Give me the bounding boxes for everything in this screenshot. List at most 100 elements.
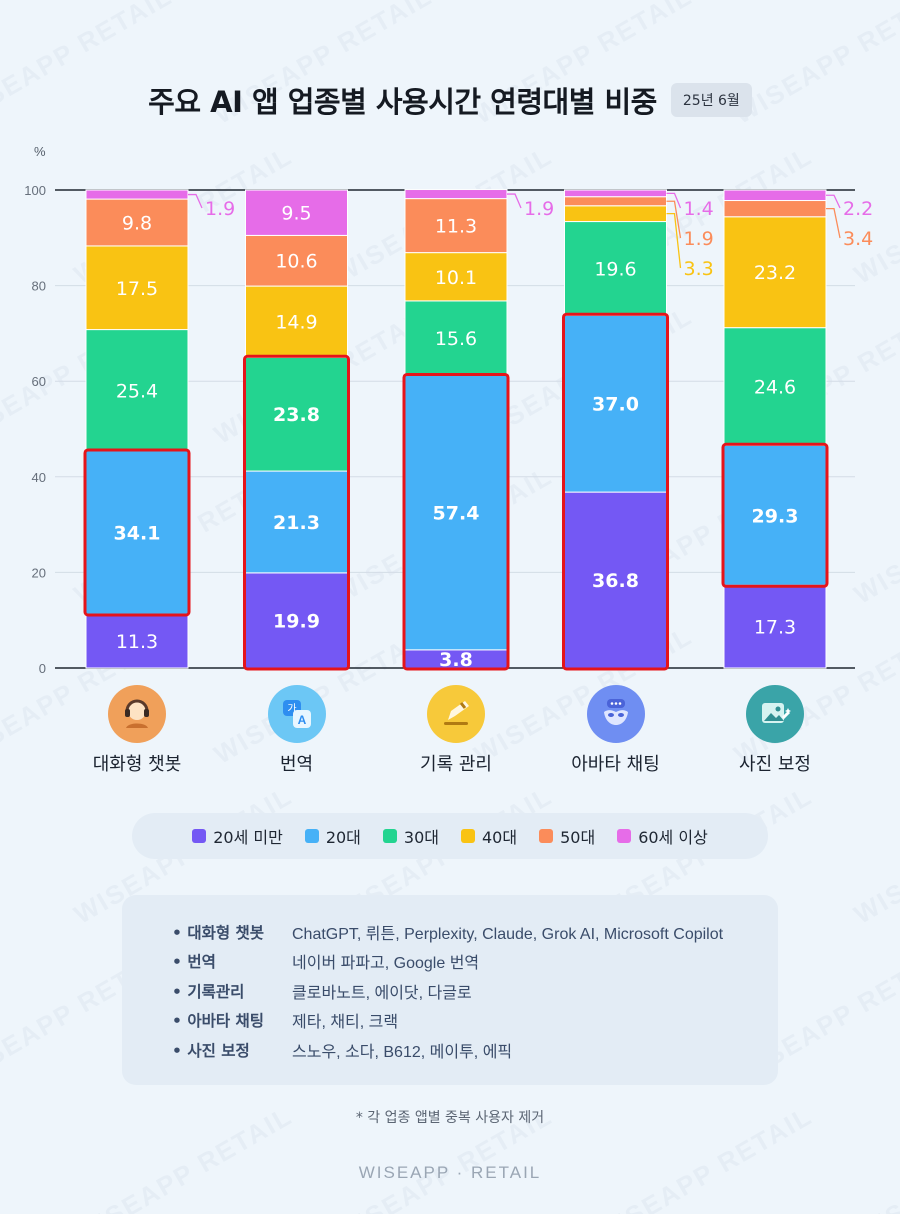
data-label-callout: 1.9 — [205, 198, 235, 220]
bar-segment — [245, 470, 348, 574]
callout-line — [188, 193, 203, 209]
legend-item: 30대 — [382, 824, 439, 848]
legend-item: 50대 — [539, 824, 595, 848]
bar-segment — [564, 189, 667, 198]
callout-line — [826, 207, 841, 239]
data-label-callout: 1.9 — [524, 198, 554, 220]
y-tick-label: 80 — [32, 279, 46, 294]
bar-segment — [245, 356, 348, 472]
note-key: 사진 보정 — [172, 1039, 292, 1061]
photo-edit-icon — [746, 685, 804, 743]
data-label: 10.1 — [435, 267, 477, 289]
brand-footer: WISEAPP · RETAIL — [358, 1163, 542, 1182]
title-row: 주요 AI 앱 업종별 사용시간 연령대별 비중 25년 6월 — [0, 78, 900, 122]
legend-swatch — [461, 829, 475, 843]
bar-segment — [404, 189, 508, 200]
data-label: 34.1 — [114, 522, 161, 544]
chart-title: 주요 AI 앱 업종별 사용시간 연령대별 비중 — [148, 85, 657, 119]
date-badge: 25년 6월 — [670, 83, 752, 117]
bar-segment — [245, 572, 348, 669]
note-value: 제타, 채티, 크랙 — [292, 1014, 399, 1032]
data-label: 19.6 — [594, 258, 636, 280]
data-label-callout: 2.2 — [843, 198, 873, 220]
legend-label: 40대 — [482, 828, 518, 847]
legend-swatch — [617, 829, 632, 843]
stacked-bar-chart: 0 20 40 60 80 100 11.3 34.1 25.4 17.5 9.8 1.9 19.9 21… — [24, 183, 873, 676]
legend-item: 20세 미만 — [192, 824, 283, 848]
bar-segment — [564, 314, 667, 493]
legend-item: 20대 — [304, 824, 361, 848]
category-label: 대화형 챗봇 — [92, 754, 182, 775]
bar-segment — [245, 234, 348, 287]
data-label: 15.6 — [435, 328, 477, 350]
bar-segment — [723, 216, 827, 329]
data-label: 9.5 — [281, 203, 311, 225]
data-label-callout: 3.4 — [843, 228, 873, 250]
note-value: 네이버 파파고, Google 번역 — [292, 955, 480, 973]
bar-segment — [564, 491, 667, 669]
y-tick-label: 20 — [32, 565, 46, 580]
note-value: 클로바노트, 에이닷, 다글로 — [292, 984, 472, 1002]
callout-line — [507, 193, 522, 209]
data-label: 9.8 — [122, 213, 152, 235]
callout-line — [826, 194, 841, 209]
data-label-callout: 1.9 — [684, 228, 714, 250]
footnote: * 각 업종 앱별 중복 사용자 제거 — [355, 1110, 545, 1126]
data-label: 17.5 — [116, 278, 158, 300]
legend-swatch — [304, 829, 319, 843]
callout-line — [666, 213, 682, 269]
bar-segment — [404, 198, 508, 254]
legend-item: 40대 — [461, 824, 517, 848]
bar-segment — [85, 198, 189, 247]
category-label: 사진 보정 — [739, 754, 811, 775]
y-tick-label: 100 — [24, 183, 46, 198]
data-label: 11.3 — [116, 631, 158, 653]
data-label: 24.6 — [754, 376, 796, 398]
bar-segment — [723, 189, 827, 202]
y-unit-label: % — [34, 144, 46, 159]
data-label: 10.6 — [275, 251, 317, 273]
callout-line — [666, 200, 682, 239]
data-label-callout: 1.4 — [684, 198, 714, 220]
data-label: 36.8 — [592, 570, 639, 592]
data-label: 3.8 — [439, 649, 473, 671]
data-label: 23.8 — [273, 404, 320, 426]
note-key: 아바타 채팅 — [172, 1009, 292, 1031]
data-label: 19.9 — [273, 610, 320, 632]
pencil-note-icon — [427, 685, 485, 743]
data-label: 29.3 — [752, 505, 799, 527]
highlight-box — [721, 442, 829, 588]
legend-label: 50대 — [560, 828, 596, 847]
category-label: 아바타 채팅 — [571, 754, 660, 775]
svg-text:A: A — [297, 713, 306, 727]
y-tick-label: 40 — [32, 470, 46, 485]
highlight-box — [83, 448, 191, 617]
legend-label: 30대 — [403, 828, 439, 847]
data-label: 21.3 — [273, 512, 320, 534]
legend-swatch — [539, 829, 554, 843]
bar-segment — [245, 189, 348, 236]
note-key: 번역 — [172, 950, 292, 972]
data-label: 37.0 — [592, 394, 639, 416]
legend-swatch — [382, 829, 397, 843]
watermark-text: WISEAPP RETAIL — [848, 780, 900, 930]
highlight-box — [243, 354, 350, 671]
bar-segment — [85, 613, 189, 669]
bar-segment — [404, 300, 508, 376]
note-value: ChatGPT, 뤼튼, Perplexity, Claude, Grok AI… — [292, 925, 724, 943]
bar-segment — [723, 327, 827, 446]
data-label: 11.3 — [435, 216, 477, 238]
callout-line — [666, 192, 682, 209]
bar-segment — [723, 200, 827, 218]
headset-avatar-icon — [108, 685, 166, 743]
bar-segment — [564, 196, 667, 207]
bar-segment — [723, 584, 827, 669]
data-label: 17.3 — [754, 617, 796, 639]
data-label: 23.2 — [754, 262, 796, 284]
note-key: 기록관리 — [172, 980, 292, 1002]
data-label: 25.4 — [116, 380, 158, 402]
